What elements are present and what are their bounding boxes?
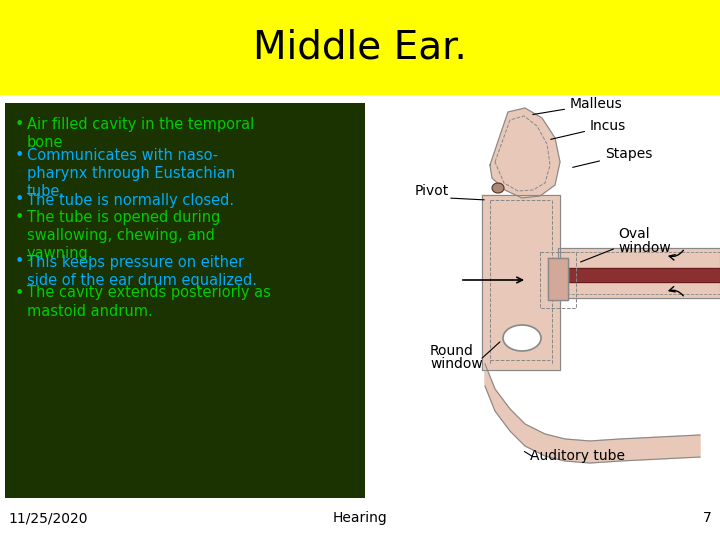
Text: •: • [15,148,24,163]
Text: Auditory tube: Auditory tube [530,449,625,463]
Polygon shape [490,108,560,198]
Text: •: • [15,210,24,225]
Text: Round: Round [430,344,474,358]
Text: window: window [430,357,482,371]
Text: •: • [15,254,24,269]
Text: Middle Ear.: Middle Ear. [253,29,467,66]
Text: Pivot: Pivot [415,184,449,198]
Text: •: • [15,192,24,207]
Text: Communicates with naso-
pharynx through Eustachian
tube.: Communicates with naso- pharynx through … [27,148,235,199]
Bar [0,0,720,95]
Text: Incus: Incus [551,119,626,139]
Text: Malleus: Malleus [533,97,623,114]
Text: 11/25/2020: 11/25/2020 [8,511,88,525]
Bar [370,103,720,498]
Text: This keeps pressure on either
side of the ear drum equalized.: This keeps pressure on either side of th… [27,254,257,287]
Text: Oval: Oval [618,227,649,241]
Text: The cavity extends posteriorly as
mastoid andrum.: The cavity extends posteriorly as mastoi… [27,286,271,319]
Polygon shape [548,258,568,300]
Polygon shape [482,195,560,370]
Polygon shape [558,248,720,298]
Ellipse shape [492,183,504,193]
Polygon shape [558,268,720,282]
Text: window: window [618,241,671,255]
Bar [5,103,365,498]
Ellipse shape [503,325,541,351]
Text: The tube is normally closed.: The tube is normally closed. [27,192,234,207]
Text: Air filled cavity in the temporal
bone: Air filled cavity in the temporal bone [27,117,254,150]
Text: 7: 7 [703,511,712,525]
Polygon shape [485,364,700,463]
Text: Hearing: Hearing [333,511,387,525]
Text: •: • [15,286,24,300]
Text: The tube is opened during
swallowing, chewing, and
yawning.: The tube is opened during swallowing, ch… [27,210,220,261]
Text: Stapes: Stapes [572,147,652,167]
Text: •: • [15,117,24,132]
